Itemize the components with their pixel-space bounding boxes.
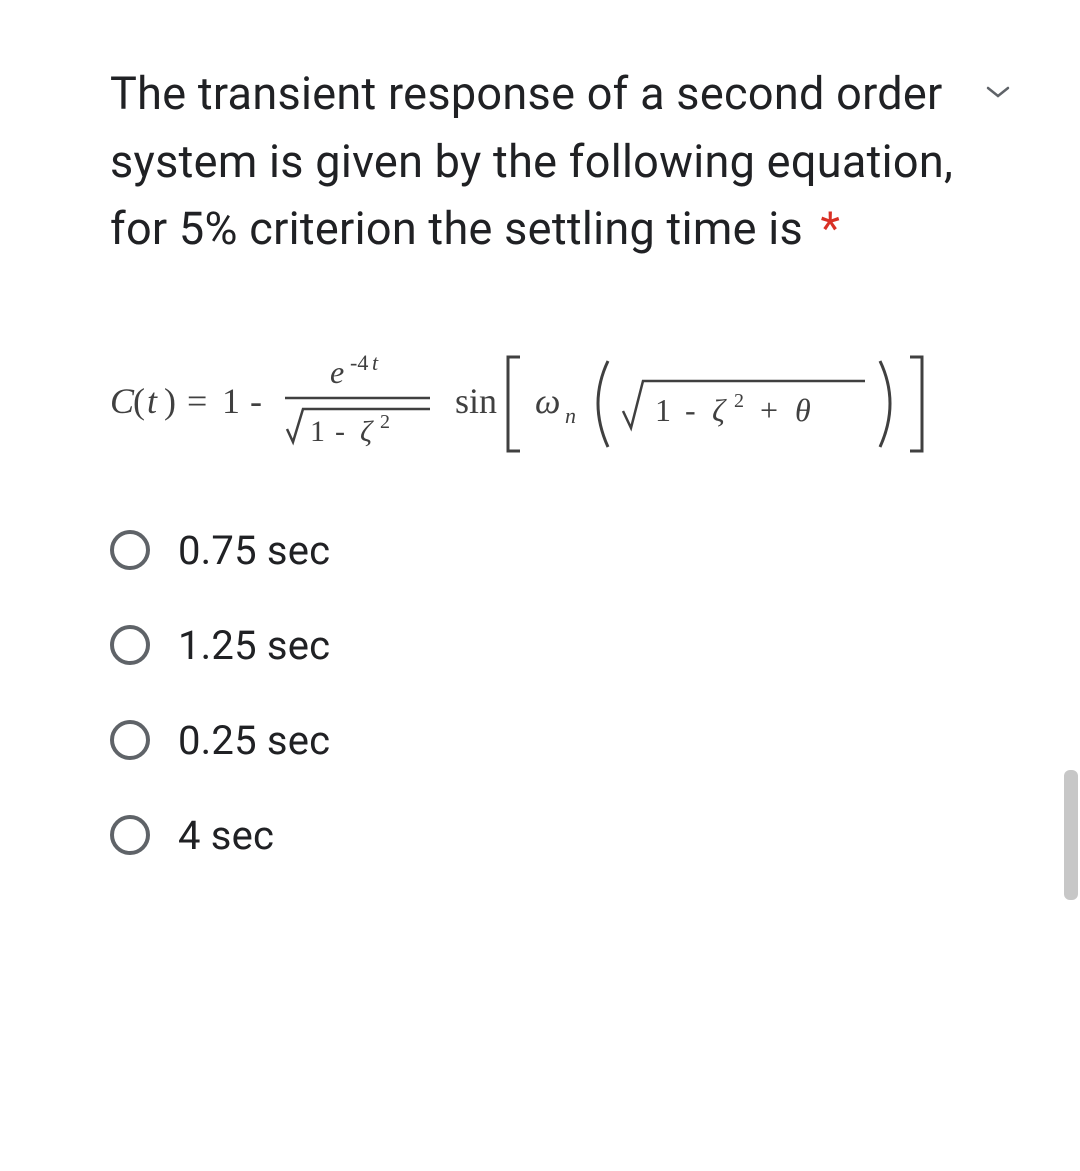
svg-text:=: = (187, 381, 207, 421)
svg-text:1: 1 (655, 392, 671, 428)
svg-text:-4: -4 (350, 350, 368, 375)
chevron-down-icon[interactable] (986, 85, 1010, 104)
svg-text:sin: sin (455, 381, 497, 421)
option-choice[interactable]: 0.25 sec (110, 717, 1010, 764)
option-label: 0.25 sec (178, 717, 330, 764)
svg-text:ζ: ζ (712, 392, 727, 428)
question-header: The transient response of a second order… (110, 60, 1010, 263)
radio-icon (110, 530, 150, 570)
equation-image: C ( t ) = 1 - e -4 t 1 - ζ 2 (110, 343, 1010, 467)
svg-text:ζ: ζ (360, 415, 374, 448)
svg-text:-: - (250, 381, 262, 421)
svg-text:θ: θ (795, 392, 811, 428)
scrollbar-thumb[interactable] (1064, 770, 1078, 900)
question-text: The transient response of a second order… (110, 60, 966, 263)
option-choice[interactable]: 4 sec (110, 812, 1010, 859)
svg-text:2: 2 (380, 411, 390, 433)
option-label: 1.25 sec (178, 622, 330, 669)
svg-text:-: - (685, 392, 696, 428)
option-choice[interactable]: 1.25 sec (110, 622, 1010, 669)
option-choice[interactable]: 0.75 sec (110, 527, 1010, 574)
svg-text:1: 1 (222, 381, 240, 421)
option-label: 0.75 sec (178, 527, 330, 574)
svg-text:+: + (760, 392, 778, 428)
svg-text:-: - (335, 415, 345, 448)
required-asterisk: * (820, 202, 840, 255)
svg-text:2: 2 (734, 390, 744, 412)
svg-text:ω: ω (535, 381, 560, 421)
svg-text:): ) (164, 381, 176, 421)
radio-icon (110, 625, 150, 665)
svg-text:1: 1 (310, 415, 325, 448)
radio-icon (110, 720, 150, 760)
svg-text:e: e (330, 354, 344, 390)
svg-text:t: t (372, 350, 379, 375)
svg-text:n: n (565, 403, 576, 428)
svg-text:t: t (147, 381, 158, 421)
options-group: 0.75 sec 1.25 sec 0.25 sec 4 sec (110, 527, 1010, 859)
svg-text:C: C (110, 381, 135, 421)
option-label: 4 sec (178, 812, 274, 859)
equation-svg: C ( t ) = 1 - e -4 t 1 - ζ 2 (110, 343, 990, 463)
radio-icon (110, 815, 150, 855)
svg-text:(: ( (133, 381, 145, 421)
